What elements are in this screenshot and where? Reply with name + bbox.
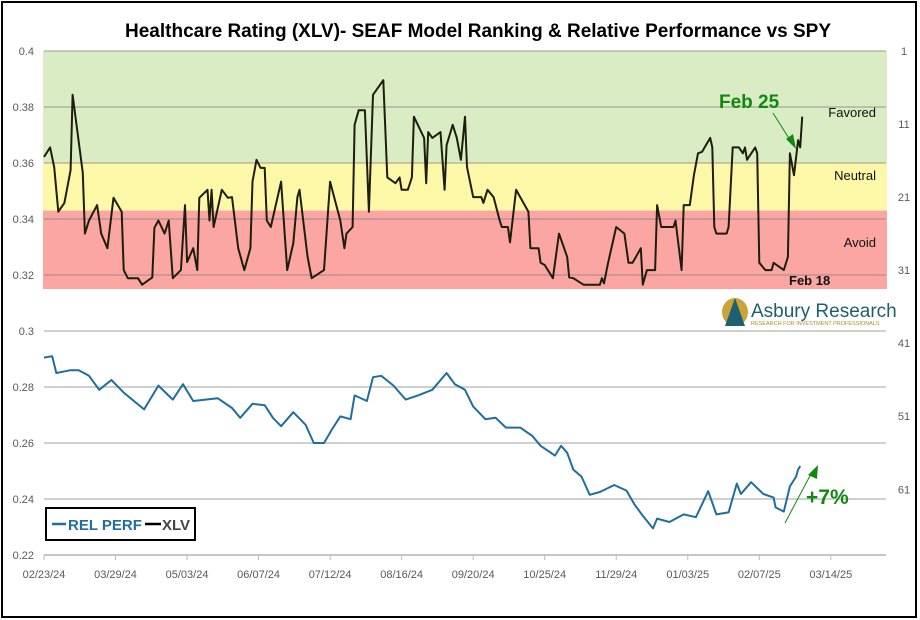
x-tick-label: 01/03/25 [666,569,709,581]
left-tick-label: 0.26 [13,438,34,450]
logo-name: Asbury Research [751,301,897,322]
left-tick-label: 0.36 [13,158,34,170]
right-tick-label: 41 [898,338,910,350]
left-tick-label: 0.22 [13,550,34,562]
series-line-rel-perf [43,355,802,530]
left-tick-label: 0.34 [13,214,34,226]
left-tick-label: 0.32 [13,270,34,282]
x-tick-label: 02/07/25 [738,569,781,581]
left-tick-label: 0.28 [13,382,34,394]
rating-bands [43,51,887,289]
band-neutral [43,163,887,211]
feb25-arrow-line [772,112,791,141]
legend-label-rel-perf: REL PERF [68,517,142,534]
x-tick-label: 03/29/24 [94,569,137,581]
feb25-arrowhead-icon [786,134,796,149]
right-tick-label: 11 [898,119,909,131]
chart-title: Healthcare Rating (XLV)- SEAF Model Rank… [125,21,831,42]
band-label-favored: Favored [828,105,876,120]
series-lines [43,79,804,530]
x-axis: 02/23/24 03/29/24 05/03/24 06/07/24 07/12/24… [23,554,886,581]
right-tick-label: 1 [901,46,907,58]
x-tick-label: 10/25/24 [523,569,566,581]
right-tick-label: 61 [898,484,910,496]
right-tick-label: 51 [898,411,910,423]
right-tick-label: 21 [898,192,910,204]
logo-triangle-icon [725,298,745,326]
x-tick-label: 07/12/24 [309,569,352,581]
legend-box [45,507,196,541]
x-tick-label: 08/16/24 [380,569,423,581]
band-label-avoid: Avoid [844,235,876,250]
x-tick-label: 05/03/24 [166,569,209,581]
x-tick-label: 06/07/24 [237,569,280,581]
left-tick-label: 0.4 [19,46,34,58]
gain-arrowhead-icon [808,465,818,479]
asbury-logo: Asbury Research RESEARCH FOR INVESTMENT … [722,298,897,327]
gain-arrow-line [784,471,813,524]
left-tick-label: 0.24 [13,494,34,506]
band-label-neutral: Neutral [834,168,876,183]
annotation-gain: +7% [806,486,849,509]
annotation-feb18: Feb 18 [789,273,830,288]
x-tick-label: 11/29/24 [595,569,637,581]
x-tick-label: 03/14/25 [809,569,852,581]
logo-tagline: RESEARCH FOR INVESTMENT PROFESSIONALS [751,321,880,327]
annotation-feb25: Feb 25 [719,92,780,113]
legend-label-xlv: XLV [162,517,190,534]
left-tick-label: 0.3 [19,326,34,338]
series-line-xlv [43,79,804,286]
right-tick-label: 31 [898,265,910,277]
x-tick-label: 09/20/24 [452,569,495,581]
left-tick-label: 0.38 [13,102,34,114]
left-axis: 0.22 0.24 0.26 0.28 0.3 0.32 0.34 0.36 0.38 0.4 [13,46,34,562]
legend: REL PERF XLV [45,507,196,541]
x-tick-label: 02/23/24 [23,569,66,581]
band-favored [43,51,887,163]
